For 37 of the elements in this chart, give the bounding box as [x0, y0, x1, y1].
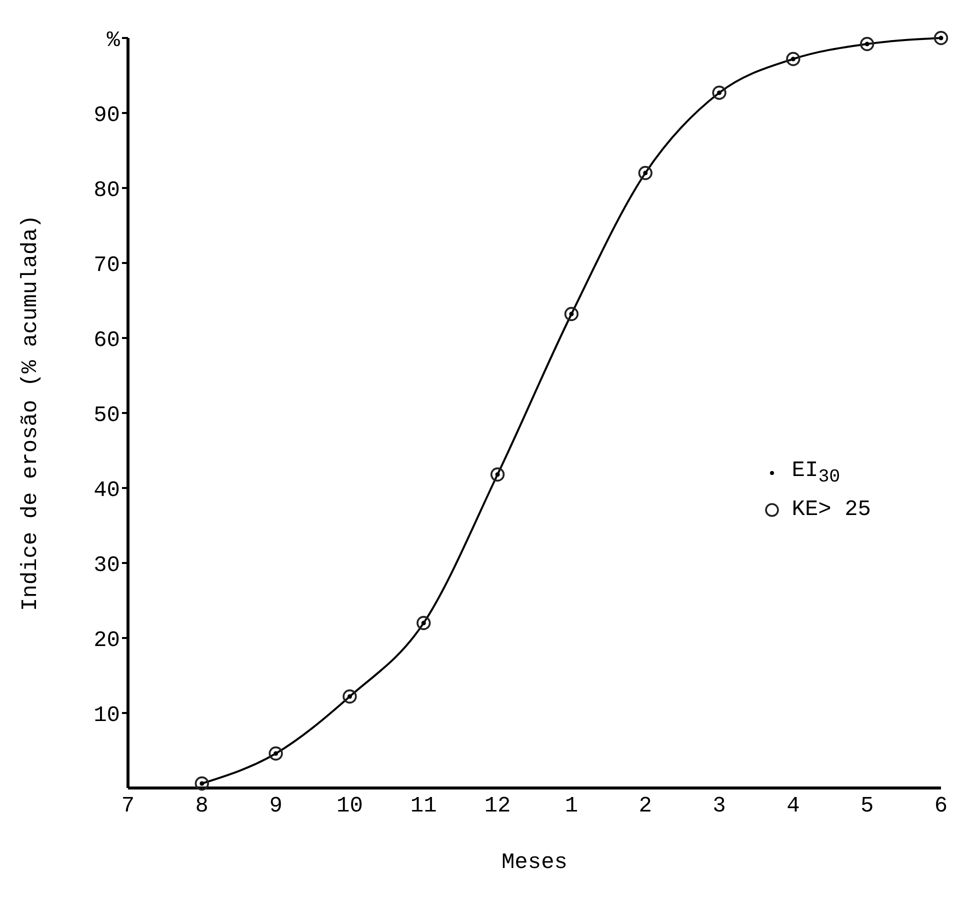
- y-tick-label: 10: [94, 702, 120, 728]
- point: [342, 689, 357, 704]
- x-tick-label: 8: [195, 794, 209, 819]
- legend-label: KE> 25: [792, 497, 871, 522]
- legend-label: EI$_{30}$: [792, 458, 840, 488]
- point: [194, 776, 209, 791]
- x-tick-label: 6: [934, 794, 948, 819]
- point: [416, 616, 431, 630]
- x-tick-label: 9: [269, 794, 282, 819]
- x-tick-label: 5: [860, 794, 874, 819]
- y-tick-label: 40: [94, 478, 120, 503]
- point: [712, 86, 726, 100]
- y-axis-title: Indice de erosão (% acumulada): [18, 214, 43, 612]
- y-tick-label: 90: [94, 102, 120, 128]
- x-tick-label: 3: [712, 794, 726, 819]
- point: [564, 306, 579, 322]
- point: [490, 467, 505, 482]
- x-tick-label: 11: [410, 794, 437, 819]
- x-tick-label: 4: [786, 794, 800, 819]
- y-tick-label: 20: [94, 628, 120, 653]
- point: [934, 30, 948, 46]
- y-tick-label: 50: [94, 402, 120, 428]
- x-axis-title: Meses: [501, 850, 568, 875]
- point: [638, 166, 652, 180]
- point: [860, 36, 874, 52]
- point: [268, 746, 283, 761]
- x-tick-label: 7: [121, 794, 135, 819]
- x-tick-label: 12: [484, 794, 511, 819]
- x-tick-label: 1: [564, 794, 578, 819]
- x-tick-label: 2: [638, 794, 652, 819]
- y-tick-label: 60: [94, 328, 120, 353]
- y-tick-label: 80: [94, 178, 120, 203]
- point: [786, 52, 800, 66]
- x-tick-label: 10: [336, 794, 363, 819]
- y-tick-label: %: [106, 28, 121, 53]
- y-tick-label: 30: [94, 552, 120, 578]
- y-tick-label: 70: [94, 252, 120, 278]
